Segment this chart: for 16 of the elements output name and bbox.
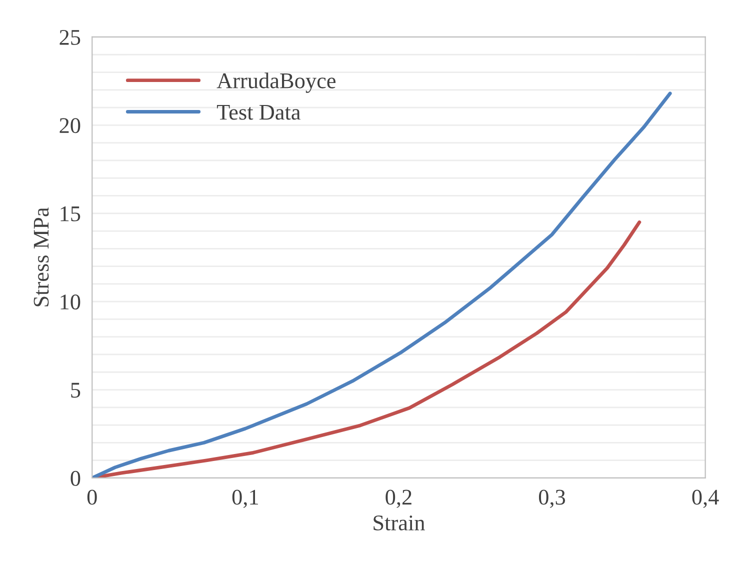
y-axis-title: Stress MPa (34, 207, 49, 306)
legend-label: Test Data (216, 105, 300, 120)
x-tick-label: 0,4 (692, 490, 719, 508)
y-tick-label: 0 (70, 470, 80, 486)
y-tick-label: 5 (71, 382, 80, 398)
y-tick-label: 25 (60, 30, 80, 45)
y-tick-label: 20 (60, 118, 80, 134)
line-series (92, 92, 672, 478)
x-axis-title: Strain (374, 515, 425, 530)
x-tick-label: 0,2 (386, 490, 412, 508)
x-tick-label: 0 (87, 490, 97, 505)
x-tick-label: 0,3 (538, 490, 566, 508)
y-tick-label: 10 (60, 294, 80, 310)
y-tick-label: 15 (60, 206, 80, 222)
legend-label: ArrudaBoyce (216, 72, 336, 93)
x-tick-label: 0,1 (232, 490, 258, 508)
